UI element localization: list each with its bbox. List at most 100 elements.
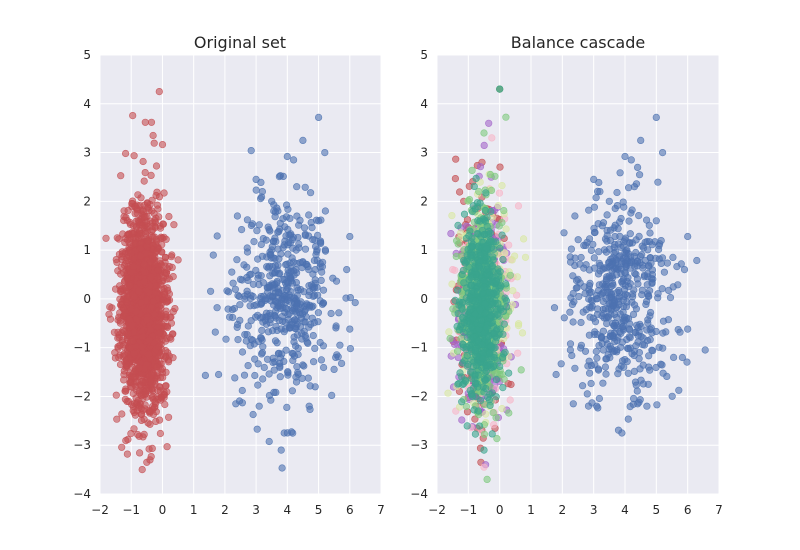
scatter-point — [701, 346, 709, 354]
scatter-point — [145, 350, 153, 358]
scatter-point — [249, 292, 257, 301]
scatter-point — [305, 266, 313, 274]
scatter-point — [145, 408, 153, 416]
scatter-point — [451, 175, 460, 183]
scatter-point — [228, 268, 236, 276]
scatter-point — [693, 256, 701, 265]
scatter-point — [448, 280, 456, 288]
scatter-point — [503, 303, 511, 311]
scatter-point — [513, 273, 522, 281]
scatter-point — [485, 227, 493, 235]
scatter-point — [144, 237, 152, 245]
scatter-point — [163, 298, 171, 306]
scatter-point — [566, 340, 575, 348]
scatter-point — [134, 191, 142, 199]
left-subplot-title: Original set — [194, 33, 286, 52]
series-5 — [451, 85, 513, 454]
scatter-point — [444, 389, 452, 397]
scatter-point — [141, 401, 149, 409]
scatter-point — [141, 169, 149, 177]
scatter-point — [332, 324, 340, 332]
scatter-point — [126, 316, 134, 324]
scatter-point — [304, 374, 312, 382]
scatter-point — [284, 369, 292, 377]
scatter-point — [498, 231, 506, 239]
scatter-point — [560, 229, 568, 237]
x-tick-label: 1 — [527, 503, 535, 517]
scatter-point — [156, 329, 164, 337]
scatter-point — [162, 235, 170, 243]
scatter-point — [165, 212, 173, 221]
scatter-point — [456, 188, 464, 196]
scatter-point — [238, 226, 246, 234]
scatter-point — [480, 446, 488, 454]
scatter-point — [252, 266, 260, 275]
scatter-point — [309, 236, 317, 244]
scatter-point — [257, 334, 266, 342]
scatter-point — [316, 237, 325, 245]
scatter-point — [236, 275, 245, 284]
scatter-point — [144, 203, 152, 211]
scatter-point — [152, 162, 161, 170]
scatter-point — [499, 384, 507, 392]
scatter-point — [160, 290, 168, 298]
scatter-point — [149, 297, 157, 305]
scatter-point — [508, 256, 516, 264]
scatter-point — [471, 347, 479, 355]
scatter-point — [293, 292, 301, 300]
scatter-point — [332, 277, 341, 285]
scatter-point — [486, 401, 494, 410]
scatter-point — [309, 292, 317, 300]
scatter-point — [293, 183, 301, 191]
scatter-point — [154, 323, 162, 331]
scatter-point — [271, 262, 280, 270]
scatter-point — [261, 295, 270, 303]
scatter-point — [459, 359, 467, 367]
scatter-point — [231, 374, 239, 382]
scatter-point — [452, 155, 460, 163]
scatter-point — [118, 410, 126, 418]
scatter-point — [122, 213, 130, 222]
scatter-point — [659, 317, 668, 325]
scatter-point — [139, 157, 147, 166]
scatter-point — [521, 253, 530, 261]
scatter-point — [487, 342, 495, 350]
scatter-point — [494, 265, 502, 273]
scatter-point — [469, 202, 478, 210]
scatter-point — [118, 443, 126, 451]
scatter-point — [483, 475, 491, 484]
scatter-point — [121, 149, 130, 158]
scatter-point — [483, 362, 492, 370]
scatter-point — [575, 292, 583, 301]
scatter-point — [309, 332, 317, 340]
scatter-point — [488, 290, 496, 298]
scatter-point — [299, 259, 307, 267]
scatter-point — [120, 207, 128, 215]
scatter-point — [271, 280, 279, 288]
scatter-point — [473, 361, 481, 370]
scatter-point — [140, 261, 148, 269]
scatter-point — [476, 306, 484, 314]
scatter-point — [311, 279, 319, 287]
scatter-point — [243, 331, 251, 339]
y-tick-label: 2 — [420, 194, 428, 208]
y-tick-label: 0 — [83, 292, 91, 306]
scatter-point — [128, 383, 136, 391]
scatter-point — [270, 301, 278, 309]
scatter-point — [505, 409, 513, 417]
scatter-point — [486, 170, 495, 179]
scatter-point — [276, 362, 284, 370]
scatter-point — [592, 347, 600, 356]
scatter-point — [669, 253, 677, 261]
scatter-point — [303, 338, 311, 346]
scatter-point — [458, 373, 466, 381]
scatter-point — [138, 410, 146, 419]
y-tick-label: 3 — [83, 146, 91, 160]
scatter-point — [480, 231, 488, 239]
scatter-point — [458, 416, 466, 424]
scatter-point — [139, 207, 147, 215]
scatter-point — [454, 240, 462, 248]
scatter-point — [465, 263, 473, 271]
scatter-point — [269, 354, 277, 362]
